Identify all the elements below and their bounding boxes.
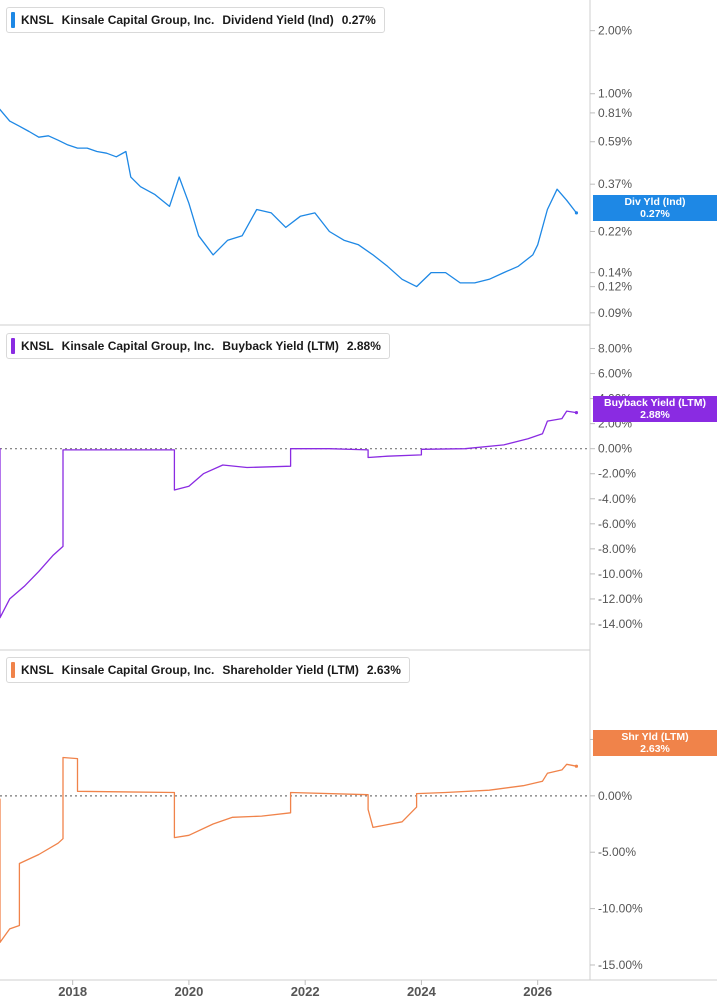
x-tick-label: 2022 xyxy=(291,984,320,999)
y-tick-label: 0.12% xyxy=(598,280,632,294)
y-tick-label: -12.00% xyxy=(598,592,643,606)
legend-swatch xyxy=(11,662,15,678)
y-tick-label: 0.14% xyxy=(598,266,632,280)
legend-company: Kinsale Capital Group, Inc. xyxy=(61,663,215,677)
legend-metric: Shareholder Yield (LTM) xyxy=(222,663,359,677)
y-tick-label: 0.81% xyxy=(598,106,632,120)
x-tick-label: 2026 xyxy=(523,984,552,999)
flag-label: Div Yld (Ind) xyxy=(624,196,686,208)
flag-value: 0.27% xyxy=(640,208,670,220)
series-line xyxy=(0,108,577,288)
y-tick-label: -15.00% xyxy=(598,958,643,972)
y-tick-label: 0.00% xyxy=(598,442,632,456)
legend-value: 2.88% xyxy=(346,339,381,353)
legend-ticker: KNSL xyxy=(21,663,54,677)
legend-company: Kinsale Capital Group, Inc. xyxy=(61,13,215,27)
legend-swatch xyxy=(11,12,15,28)
y-tick-label: -14.00% xyxy=(598,617,643,631)
legend-buyback-yield: KNSL Kinsale Capital Group, Inc. Buyback… xyxy=(6,333,390,359)
x-tick-label: 2018 xyxy=(58,984,87,999)
y-tick-label: 6.00% xyxy=(598,367,632,381)
legend-ticker: KNSL xyxy=(21,13,54,27)
y-tick-label: -5.00% xyxy=(598,845,636,859)
x-tick-label: 2024 xyxy=(407,984,437,999)
legend-value: 0.27% xyxy=(341,13,376,27)
flag-label: Shr Yld (LTM) xyxy=(621,731,689,743)
legend-ticker: KNSL xyxy=(21,339,54,353)
series-last-point xyxy=(574,411,579,415)
y-tick-label: 0.37% xyxy=(598,177,632,191)
y-tick-label: -8.00% xyxy=(598,542,636,556)
y-tick-label: 0.59% xyxy=(598,135,632,149)
series-last-point xyxy=(574,764,579,768)
flag-value: 2.88% xyxy=(640,409,670,421)
series-last-point xyxy=(574,211,579,215)
legend-swatch xyxy=(11,338,15,354)
y-tick-label: 1.00% xyxy=(598,87,632,101)
y-tick-label: -6.00% xyxy=(598,517,636,531)
y-tick-label: 2.00% xyxy=(598,24,632,38)
legend-metric: Buyback Yield (LTM) xyxy=(222,339,339,353)
y-tick-label: -10.00% xyxy=(598,902,643,916)
y-tick-label: 0.22% xyxy=(598,224,632,238)
legend-company: Kinsale Capital Group, Inc. xyxy=(61,339,215,353)
y-tick-label: 8.00% xyxy=(598,342,632,356)
x-tick-label: 2020 xyxy=(174,984,203,999)
y-tick-label: -2.00% xyxy=(598,467,636,481)
series-line xyxy=(0,756,577,944)
y-tick-label: -10.00% xyxy=(598,567,643,581)
y-tick-label: 0.00% xyxy=(598,789,632,803)
flag-label: Buyback Yield (LTM) xyxy=(604,397,706,409)
buyback-yield-value-flag: Buyback Yield (LTM) 2.88% xyxy=(593,396,717,422)
y-tick-label: -4.00% xyxy=(598,492,636,506)
series-line xyxy=(0,410,577,619)
y-tick-label: 0.09% xyxy=(598,306,632,320)
legend-dividend-yield: KNSL Kinsale Capital Group, Inc. Dividen… xyxy=(6,7,385,33)
flag-value: 2.63% xyxy=(640,743,670,755)
dividend-yield-value-flag: Div Yld (Ind) 0.27% xyxy=(593,195,717,221)
shareholder-yield-value-flag: Shr Yld (LTM) 2.63% xyxy=(593,730,717,756)
legend-value: 2.63% xyxy=(366,663,401,677)
legend-metric: Dividend Yield (Ind) xyxy=(222,13,334,27)
legend-shareholder-yield: KNSL Kinsale Capital Group, Inc. Shareho… xyxy=(6,657,410,683)
